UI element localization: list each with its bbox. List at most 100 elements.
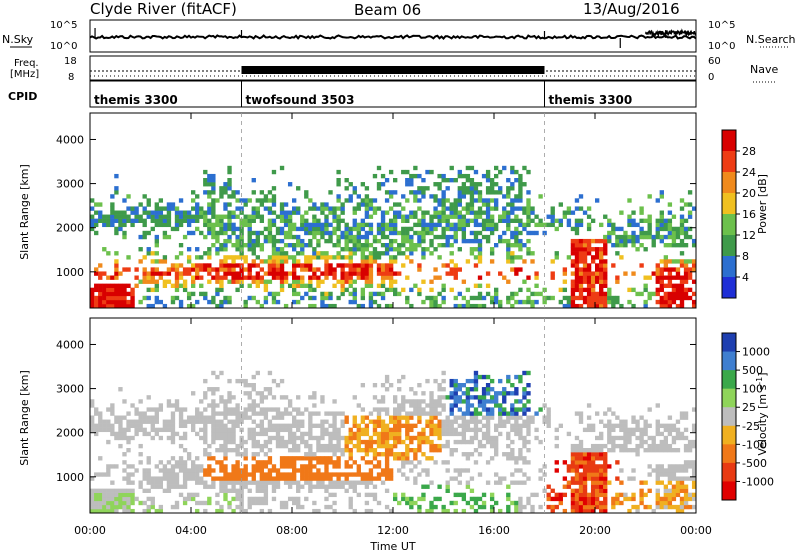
heatmap-cell [275, 230, 281, 236]
heatmap-cell [94, 496, 99, 502]
heatmap-cell [623, 423, 628, 428]
heatmap-cell [130, 500, 135, 506]
heatmap-cell [267, 234, 273, 240]
heatmap-cell [154, 508, 159, 514]
beam-title: Beam 06 [354, 1, 421, 19]
heatmap-cell [296, 500, 301, 506]
heatmap-cell [413, 464, 418, 469]
heatmap-cell [154, 214, 159, 219]
heatmap-cell [538, 476, 543, 481]
heatmap-cell [494, 206, 499, 211]
heatmap-cell [215, 435, 220, 441]
heatmap-cell [409, 496, 414, 502]
heatmap-cell [526, 299, 531, 305]
heatmap-cell [368, 226, 374, 232]
heatmap-cell [425, 226, 430, 232]
heatmap-cell [195, 226, 200, 232]
heatmap-cell [368, 271, 374, 276]
heatmap-cell [304, 222, 309, 228]
heatmap-cell [275, 214, 281, 219]
heatmap-cell [360, 202, 366, 207]
heatmap-cell [356, 468, 361, 473]
heatmap-cell [393, 399, 398, 404]
heatmap-cell [332, 443, 337, 449]
heatmap-cell [631, 419, 636, 424]
heatmap-cell [590, 504, 596, 510]
heatmap-cell [150, 226, 155, 232]
heatmap-cell [170, 202, 176, 207]
heatmap-cell [530, 206, 535, 211]
heatmap-cell [174, 263, 180, 268]
heatmap-cell [211, 178, 216, 183]
heatmap-cell [279, 263, 285, 268]
heatmap-cell [287, 182, 293, 187]
heatmap-cell [393, 210, 398, 215]
heatmap-cell [251, 464, 256, 469]
heatmap-cell [409, 226, 414, 232]
heatmap-cell [324, 259, 329, 264]
heatmap-cell [675, 508, 681, 514]
heatmap-cell [599, 452, 604, 457]
heatmap-cell [384, 456, 390, 461]
heatmap-cell [675, 243, 681, 248]
heatmap-cell [429, 243, 434, 248]
heatmap-cell [328, 476, 333, 481]
heatmap-cell [243, 299, 248, 305]
heatmap-cell [401, 399, 406, 404]
heatmap-cell [211, 456, 216, 461]
heatmap-cell [469, 496, 475, 502]
heatmap-cell [599, 303, 604, 309]
heatmap-cell [687, 226, 693, 232]
heatmap-cell [215, 271, 220, 276]
heatmap-cell [356, 234, 361, 240]
heatmap-cell [267, 255, 273, 260]
heatmap-cell [397, 230, 402, 236]
heatmap-cell [437, 448, 442, 453]
heatmap-cell [98, 508, 103, 514]
heatmap-cell [526, 169, 531, 175]
heatmap-cell [199, 291, 204, 297]
heatmap-cell [522, 403, 527, 408]
heatmap-cell [586, 452, 592, 457]
velocity-y-label: Slant Range [km] [18, 370, 31, 466]
heatmap-cell [526, 190, 531, 195]
heatmap-cell [263, 299, 269, 305]
heatmap-cell [114, 464, 119, 469]
heatmap-cell [376, 464, 382, 469]
heatmap-cell [259, 488, 265, 493]
heatmap-cell [178, 484, 184, 489]
heatmap-cell [356, 222, 361, 228]
heatmap-cell [182, 484, 188, 489]
heatmap-cell [611, 504, 616, 510]
heatmap-cell [465, 423, 471, 428]
heatmap-cell [607, 295, 612, 301]
heatmap-cell [130, 419, 135, 424]
heatmap-cell [199, 230, 204, 236]
heatmap-cell [615, 496, 620, 502]
heatmap-cell [445, 206, 450, 211]
heatmap-cell [372, 427, 378, 433]
heatmap-cell [247, 496, 252, 502]
heatmap-cell [166, 403, 172, 408]
heatmap-cell [578, 472, 584, 477]
heatmap-cell [461, 190, 467, 195]
heatmap-cell [667, 476, 673, 481]
heatmap-cell [413, 500, 418, 506]
heatmap-cell [631, 287, 636, 293]
heatmap-cell [170, 299, 176, 305]
heatmap-cell [421, 190, 426, 195]
heatmap-cell [570, 287, 576, 293]
heatmap-cell [191, 291, 196, 297]
heatmap-cell [122, 504, 127, 510]
heatmap-cell [510, 202, 515, 207]
heatmap-cell [578, 452, 584, 457]
heatmap-cell [380, 283, 386, 288]
colorbar-tick-label: -1000 [742, 475, 774, 488]
heatmap-cell [328, 267, 333, 272]
heatmap-cell [328, 291, 333, 297]
heatmap-cell [477, 198, 483, 203]
heatmap-cell [667, 283, 673, 288]
heatmap-cell [429, 251, 434, 256]
heatmap-cell [647, 230, 652, 236]
heatmap-cell [134, 214, 139, 219]
